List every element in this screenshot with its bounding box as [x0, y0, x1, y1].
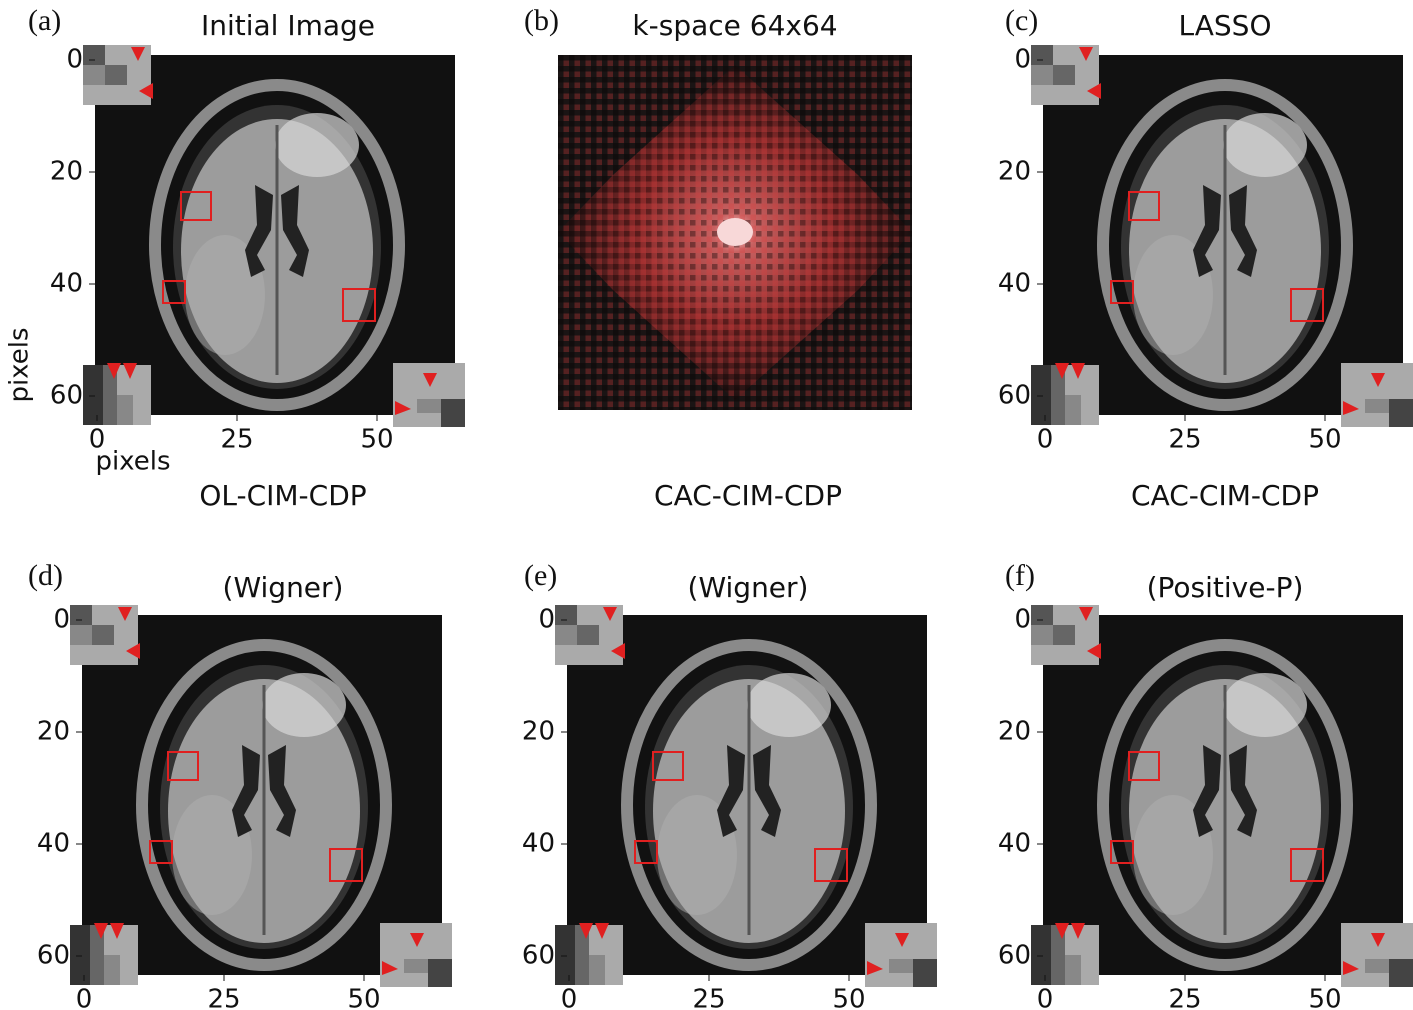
y-tick-label: 40: [37, 829, 70, 859]
panel-title: k-space 64x64: [632, 9, 837, 42]
y-tick-label: 20: [522, 717, 555, 747]
x-axis-label: pixels: [95, 447, 170, 477]
y-tick-label: 40: [998, 269, 1031, 299]
y-tick-label: 0: [1014, 45, 1031, 75]
x-tick-label: 50: [360, 425, 393, 455]
x-tick-label: 25: [207, 985, 240, 1010]
x-tick-label: 50: [832, 985, 865, 1010]
y-tick-label: 40: [522, 829, 555, 859]
y-tick-label: 60: [998, 381, 1031, 411]
y-tick-label: 20: [37, 717, 70, 747]
panel-label: (f): [1005, 559, 1035, 592]
panel-label: (d): [28, 559, 63, 592]
y-tick-label: 60: [998, 941, 1031, 971]
panel-title: (Wigner): [223, 571, 344, 604]
brain-image: [83, 45, 465, 427]
y-tick-label: 40: [50, 269, 83, 299]
x-tick-label: 0: [89, 425, 106, 455]
y-tick-label: 0: [538, 605, 555, 635]
panel-title: (Positive-P): [1147, 571, 1304, 604]
x-tick-label: 50: [1308, 425, 1341, 455]
y-tick-label: 0: [66, 45, 83, 75]
kspace-image: [558, 55, 912, 410]
panel-title: CAC-CIM-CDP: [654, 479, 842, 512]
x-tick-label: 25: [1168, 985, 1201, 1010]
panel-label: (c): [1005, 4, 1038, 37]
x-tick-label: 50: [347, 985, 380, 1010]
y-tick-label: 40: [998, 829, 1031, 859]
panel-title: (Wigner): [688, 571, 809, 604]
x-tick-label: 25: [220, 425, 253, 455]
panel-title: LASSO: [1179, 9, 1272, 42]
x-tick-label: 25: [692, 985, 725, 1010]
x-tick-label: 0: [561, 985, 578, 1010]
y-tick-label: 20: [998, 717, 1031, 747]
brain-image: [70, 605, 452, 987]
x-tick-label: 0: [1037, 985, 1054, 1010]
brain-image: [1031, 605, 1413, 987]
y-tick-label: 60: [37, 941, 70, 971]
brain-image: [555, 605, 937, 987]
panel-label: (a): [28, 4, 61, 37]
panel-label: (b): [524, 4, 559, 37]
panel-title: OL-CIM-CDP: [199, 479, 366, 512]
x-tick-label: 0: [76, 985, 93, 1010]
brain-image: [1031, 45, 1413, 427]
panel-label: (e): [524, 559, 557, 592]
y-tick-label: 20: [998, 157, 1031, 187]
y-tick-label: 60: [50, 381, 83, 411]
y-tick-label: 0: [53, 605, 70, 635]
y-tick-label: 60: [522, 941, 555, 971]
x-tick-label: 25: [1168, 425, 1201, 455]
y-tick-label: 0: [1014, 605, 1031, 635]
x-tick-label: 0: [1037, 425, 1054, 455]
y-axis-label: pixels: [5, 327, 35, 402]
x-tick-label: 50: [1308, 985, 1341, 1010]
panel-title: Initial Image: [201, 9, 375, 42]
panel-title: CAC-CIM-CDP: [1131, 479, 1319, 512]
y-tick-label: 20: [50, 157, 83, 187]
